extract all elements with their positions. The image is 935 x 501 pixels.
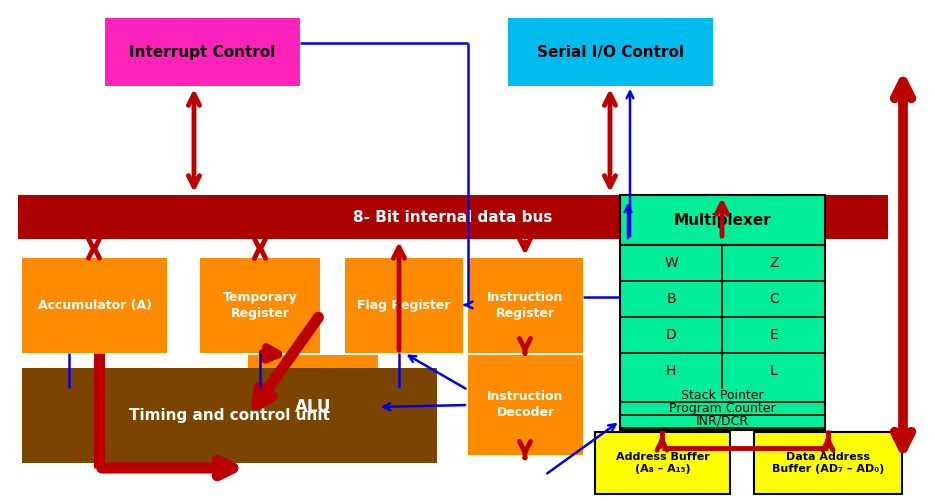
- FancyBboxPatch shape: [345, 258, 463, 353]
- Text: B: B: [667, 292, 676, 306]
- FancyBboxPatch shape: [468, 258, 583, 353]
- Text: Timing and control unit: Timing and control unit: [129, 408, 330, 423]
- FancyBboxPatch shape: [22, 258, 167, 353]
- Text: W: W: [665, 256, 678, 270]
- Text: Z: Z: [769, 256, 779, 270]
- FancyBboxPatch shape: [22, 368, 437, 463]
- FancyBboxPatch shape: [105, 18, 300, 86]
- Text: INR/DCR: INR/DCR: [696, 415, 749, 428]
- FancyBboxPatch shape: [248, 355, 378, 460]
- FancyBboxPatch shape: [18, 195, 888, 239]
- Text: Program Counter: Program Counter: [669, 402, 776, 415]
- FancyBboxPatch shape: [595, 432, 730, 494]
- Text: Accumulator (A): Accumulator (A): [37, 299, 151, 312]
- Text: L: L: [770, 364, 778, 378]
- Text: Instruction
Register: Instruction Register: [487, 291, 564, 320]
- FancyBboxPatch shape: [754, 432, 902, 494]
- Text: Interrupt Control: Interrupt Control: [129, 45, 276, 60]
- Text: H: H: [666, 364, 676, 378]
- Text: Address Buffer
(A₈ – A₁₅): Address Buffer (A₈ – A₁₅): [615, 452, 710, 474]
- FancyBboxPatch shape: [200, 258, 320, 353]
- FancyBboxPatch shape: [620, 245, 825, 430]
- Text: Serial I/O Control: Serial I/O Control: [537, 45, 684, 60]
- Text: Temporary
Register: Temporary Register: [223, 291, 297, 320]
- Text: Instruction
Decoder: Instruction Decoder: [487, 390, 564, 419]
- Text: Stack Pointer: Stack Pointer: [682, 389, 764, 402]
- FancyBboxPatch shape: [508, 18, 713, 86]
- Text: D: D: [666, 328, 677, 342]
- Text: Multiplexer: Multiplexer: [673, 212, 771, 227]
- Text: ALU: ALU: [295, 398, 331, 416]
- Text: C: C: [769, 292, 779, 306]
- FancyBboxPatch shape: [468, 355, 583, 455]
- FancyBboxPatch shape: [620, 195, 825, 245]
- Text: Data Address
Buffer (AD₇ – AD₀): Data Address Buffer (AD₇ – AD₀): [771, 452, 885, 474]
- Text: E: E: [770, 328, 778, 342]
- Text: 8- Bit internal data bus: 8- Bit internal data bus: [353, 209, 553, 224]
- Text: Flag Register: Flag Register: [357, 299, 451, 312]
